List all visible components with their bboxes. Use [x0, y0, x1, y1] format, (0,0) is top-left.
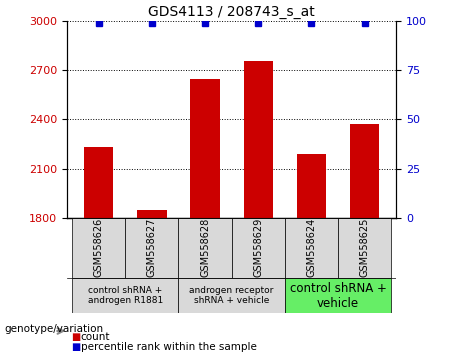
- Bar: [72, 218, 125, 278]
- Bar: [297, 154, 326, 218]
- Bar: [231, 218, 285, 278]
- Text: GSM558627: GSM558627: [147, 218, 157, 278]
- Bar: [190, 79, 220, 218]
- Bar: [125, 218, 178, 278]
- Title: GDS4113 / 208743_s_at: GDS4113 / 208743_s_at: [148, 5, 315, 19]
- Text: GSM558625: GSM558625: [360, 218, 370, 278]
- Text: percentile rank within the sample: percentile rank within the sample: [81, 342, 257, 352]
- Text: GSM558624: GSM558624: [307, 218, 316, 278]
- Text: control shRNA +
vehicle: control shRNA + vehicle: [290, 281, 386, 310]
- Text: count: count: [81, 332, 110, 342]
- Text: genotype/variation: genotype/variation: [5, 324, 104, 333]
- Bar: [243, 61, 273, 218]
- Text: GSM558629: GSM558629: [253, 218, 263, 278]
- Bar: [178, 218, 231, 278]
- Text: androgen receptor
shRNA + vehicle: androgen receptor shRNA + vehicle: [189, 286, 274, 305]
- Bar: [137, 210, 166, 218]
- Bar: [338, 218, 391, 278]
- Bar: [285, 278, 391, 313]
- Bar: [350, 124, 379, 218]
- Bar: [285, 218, 338, 278]
- Text: GSM558626: GSM558626: [94, 218, 104, 278]
- Bar: [84, 147, 113, 218]
- Bar: [72, 278, 178, 313]
- Text: ■: ■: [71, 332, 81, 342]
- Bar: [178, 278, 285, 313]
- Text: GSM558628: GSM558628: [200, 218, 210, 278]
- Text: control shRNA +
androgen R1881: control shRNA + androgen R1881: [88, 286, 163, 305]
- Text: ■: ■: [71, 342, 81, 352]
